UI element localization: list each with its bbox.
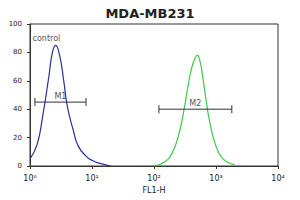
svg-text:20: 20 bbox=[13, 134, 22, 142]
svg-text:40: 40 bbox=[13, 105, 22, 113]
svg-text:10⁰: 10⁰ bbox=[23, 174, 36, 183]
svg-text:0: 0 bbox=[18, 162, 22, 170]
svg-text:10¹: 10¹ bbox=[85, 174, 98, 183]
svg-text:80: 80 bbox=[13, 48, 22, 56]
svg-text:control: control bbox=[33, 34, 61, 43]
svg-text:FL1-H: FL1-H bbox=[142, 186, 165, 195]
svg-text:MDA-MB231: MDA-MB231 bbox=[105, 6, 194, 21]
svg-text:M1: M1 bbox=[54, 92, 66, 101]
svg-text:100: 100 bbox=[9, 20, 22, 28]
svg-text:10⁴: 10⁴ bbox=[271, 174, 284, 183]
svg-text:60: 60 bbox=[13, 77, 22, 85]
svg-text:M2: M2 bbox=[189, 99, 201, 108]
svg-text:10²: 10² bbox=[147, 174, 160, 183]
svg-text:10³: 10³ bbox=[209, 174, 222, 183]
